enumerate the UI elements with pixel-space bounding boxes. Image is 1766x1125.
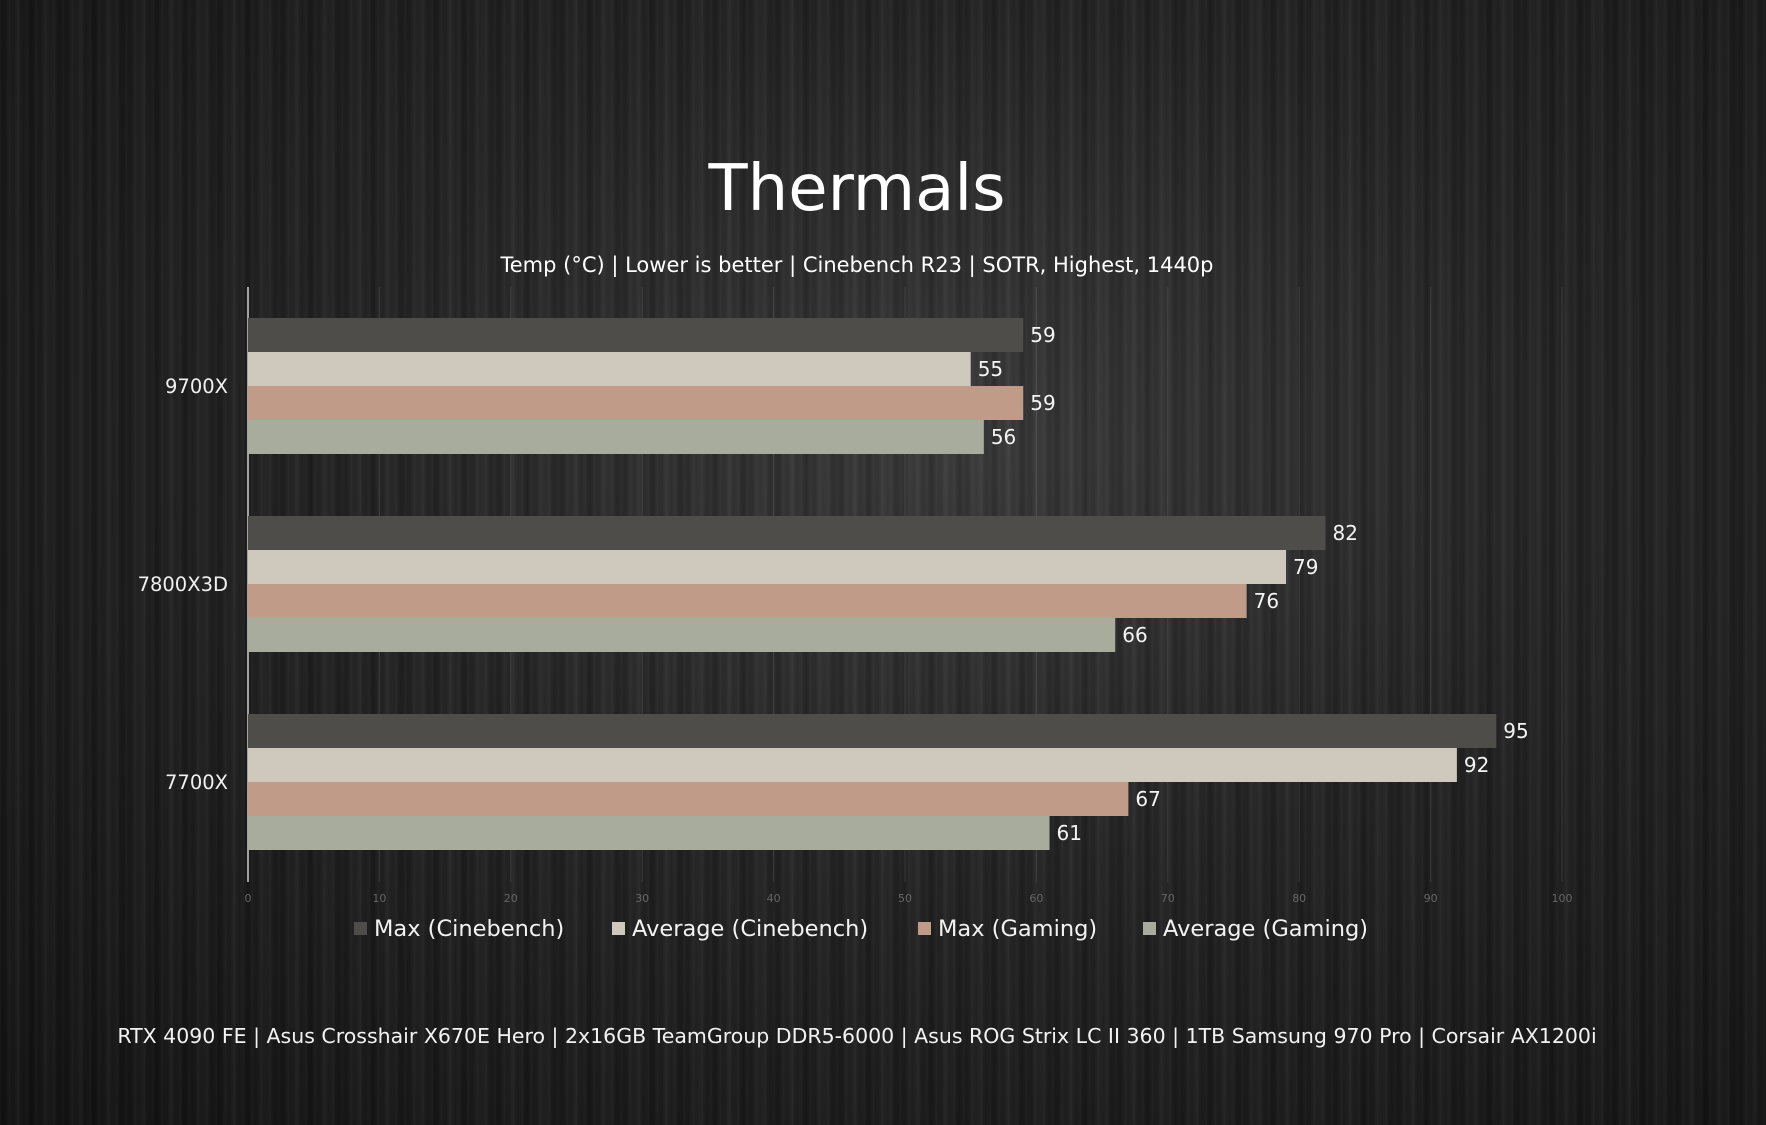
bar xyxy=(248,782,1129,816)
hardware-footer: RTX 4090 FE | Asus Crosshair X670E Hero … xyxy=(117,1024,1596,1049)
category-label: 9700X xyxy=(165,375,228,398)
legend-swatch xyxy=(1143,922,1156,935)
legend-swatch xyxy=(918,922,931,935)
bar xyxy=(248,714,1497,748)
legend-swatch xyxy=(612,922,625,935)
category-label: 7700X xyxy=(165,771,228,794)
x-tick-label: 50 xyxy=(898,892,912,905)
legend-label: Average (Gaming) xyxy=(1163,916,1368,942)
data-label: 59 xyxy=(1030,323,1055,347)
x-tick-label: 20 xyxy=(504,892,518,905)
legend: Max (Cinebench) Average (Cinebench) Max (G… xyxy=(354,916,1368,942)
x-tick-labels: 0 10 20 30 40 50 60 70 80 90 100 xyxy=(245,892,1573,905)
bar xyxy=(248,318,1024,352)
legend-label: Average (Cinebench) xyxy=(632,916,868,942)
x-tick-label: 0 xyxy=(245,892,252,905)
bar xyxy=(248,550,1287,584)
bar xyxy=(248,386,1024,420)
chart-title: Thermals xyxy=(708,152,1006,226)
data-labels: 59 55 59 56 82 79 76 66 95 92 67 61 xyxy=(978,323,1529,845)
x-tick-label: 90 xyxy=(1424,892,1438,905)
data-label: 66 xyxy=(1122,623,1147,647)
data-label: 95 xyxy=(1503,719,1528,743)
x-tick-label: 40 xyxy=(767,892,781,905)
x-tick-label: 100 xyxy=(1552,892,1573,905)
x-tick-label: 30 xyxy=(635,892,649,905)
data-label: 82 xyxy=(1332,521,1357,545)
legend-label: Max (Gaming) xyxy=(938,916,1097,942)
bar xyxy=(248,420,984,454)
x-tick-label: 60 xyxy=(1029,892,1043,905)
data-label: 59 xyxy=(1030,391,1055,415)
bars xyxy=(248,318,1497,850)
chart-subtitle: Temp (°C) | Lower is better | Cinebench … xyxy=(499,253,1213,278)
bar xyxy=(248,516,1326,550)
category-label: 7800X3D xyxy=(138,573,228,596)
bar xyxy=(248,584,1247,618)
legend-swatch xyxy=(354,922,367,935)
bar xyxy=(248,816,1050,850)
x-tick-label: 80 xyxy=(1292,892,1306,905)
legend-label: Max (Cinebench) xyxy=(374,916,564,942)
x-tick-label: 10 xyxy=(372,892,386,905)
category-labels: 9700X 7800X3D 7700X xyxy=(138,375,228,794)
data-label: 79 xyxy=(1293,555,1318,579)
x-tick-label: 70 xyxy=(1161,892,1175,905)
bar xyxy=(248,748,1457,782)
data-label: 76 xyxy=(1254,589,1279,613)
data-label: 55 xyxy=(978,357,1003,381)
data-label: 56 xyxy=(991,425,1016,449)
data-label: 67 xyxy=(1135,787,1160,811)
data-label: 61 xyxy=(1057,821,1082,845)
bar xyxy=(248,352,971,386)
data-label: 92 xyxy=(1464,753,1489,777)
bar xyxy=(248,618,1116,652)
